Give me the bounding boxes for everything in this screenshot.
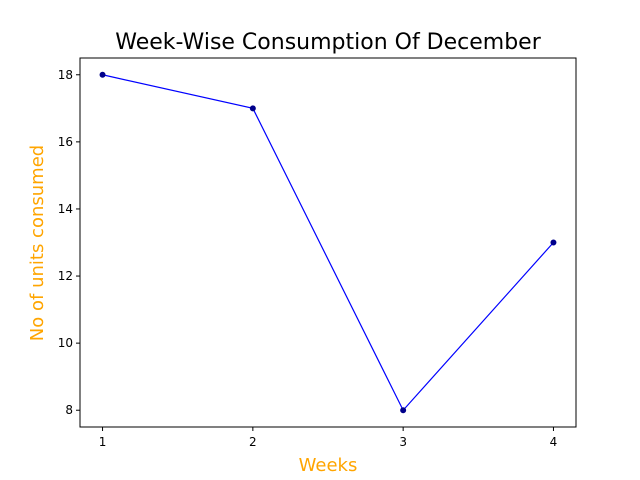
chart-title: Week-Wise Consumption Of December [115,30,541,55]
x-axis: 1 2 3 4 [99,427,558,449]
y-tick-label: 16 [58,135,73,149]
series-line [102,74,554,412]
data-point [249,105,256,112]
plot-area [99,71,557,414]
x-tick-label: 2 [249,435,257,449]
x-tick-label: 4 [550,435,558,449]
y-tick-label: 12 [58,269,73,283]
y-tick-label: 10 [58,336,73,350]
x-tick-label: 1 [99,435,107,449]
y-axis: 8 10 12 14 16 18 [58,68,80,417]
x-axis-label: Weeks [299,455,358,476]
y-tick-label: 18 [58,68,73,82]
y-tick-label: 8 [65,403,73,417]
plot-frame [79,57,577,428]
x-tick-label: 3 [399,435,407,449]
data-point [550,239,557,246]
data-point [400,407,407,414]
y-axis-label: No of units consumed [27,145,48,341]
y-tick-label: 14 [58,202,73,216]
data-point [99,71,106,78]
